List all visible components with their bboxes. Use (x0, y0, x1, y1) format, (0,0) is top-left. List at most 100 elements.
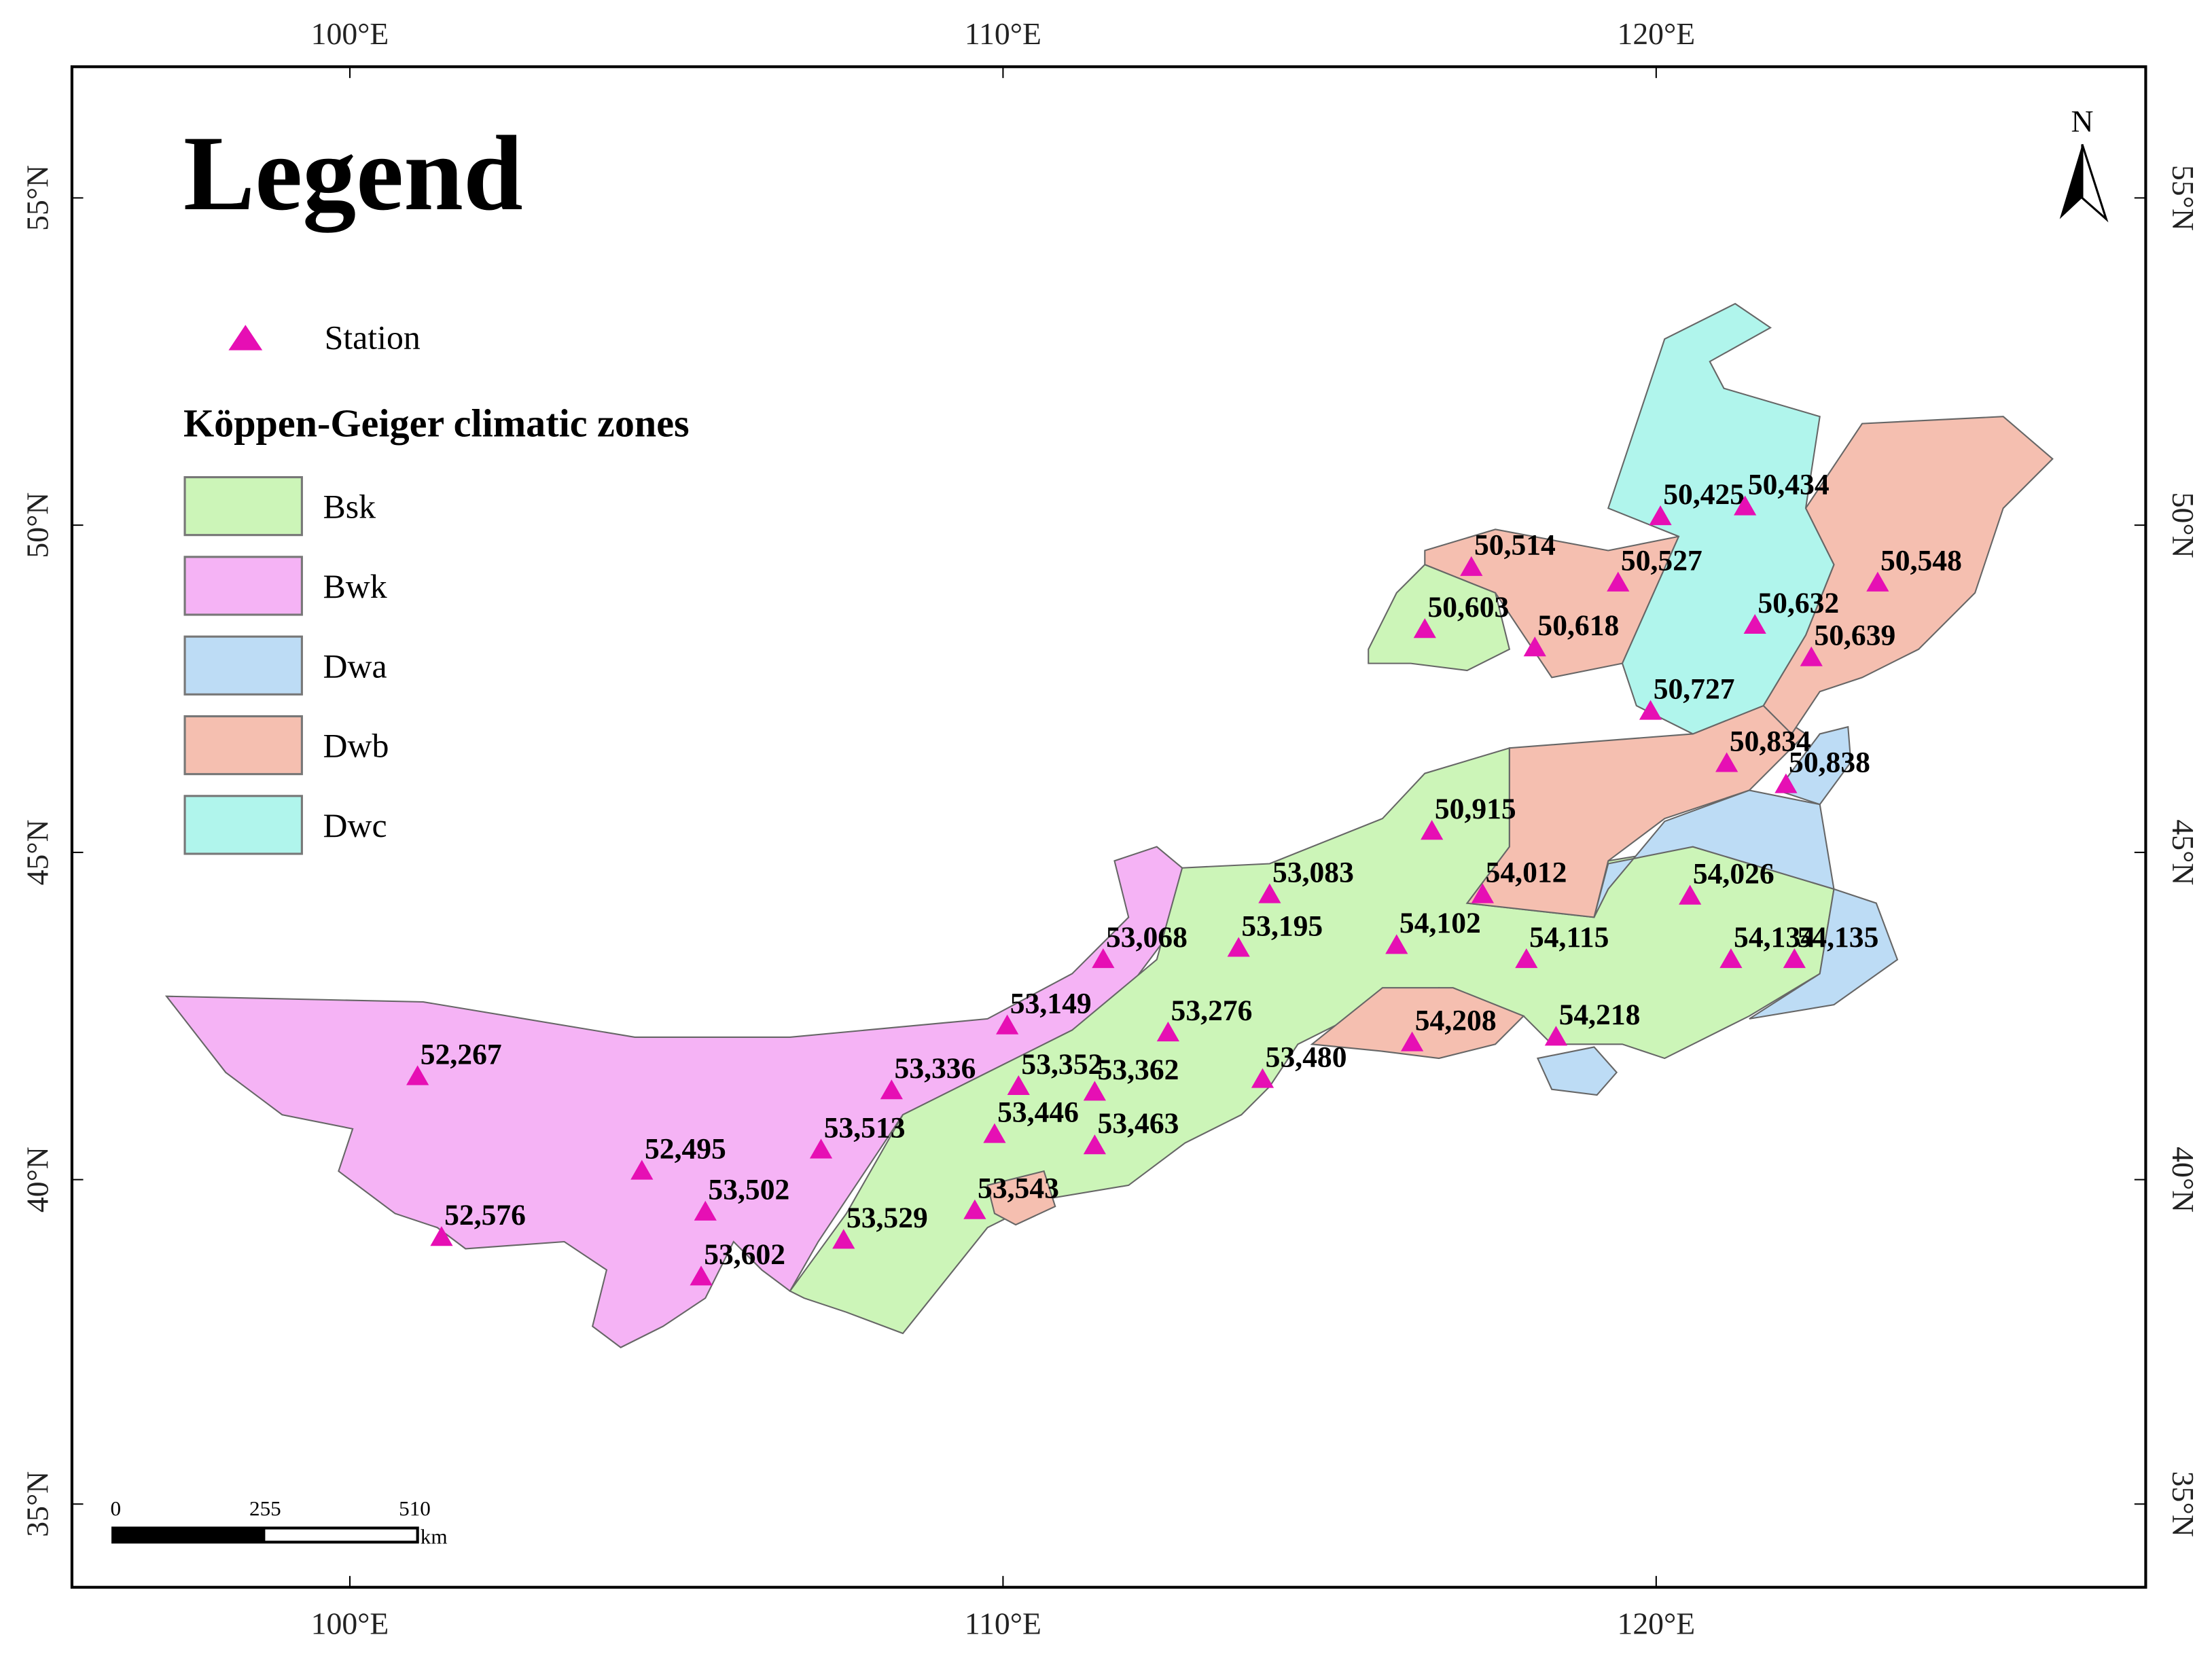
legend-label: Bsk (323, 488, 376, 526)
station-marker (1007, 1075, 1030, 1096)
station-label: 53,602 (704, 1238, 785, 1271)
zone-bwk (164, 846, 1183, 1348)
legend-swatch (183, 635, 303, 696)
lat-label-left: 40°N (20, 1147, 55, 1212)
station-label: 54,208 (1415, 1005, 1497, 1037)
scale-tick: 0 (110, 1496, 121, 1520)
station-marker (880, 1079, 903, 1100)
station-label: 53,336 (895, 1052, 976, 1085)
lat-label-left: 35°N (20, 1471, 55, 1537)
station-marker (406, 1065, 429, 1085)
north-arrow-left (2059, 144, 2082, 219)
legend-swatch (183, 715, 303, 776)
station-label: 53,513 (824, 1111, 906, 1144)
station-label: 50,527 (1621, 545, 1702, 577)
legend-title: Legend (183, 114, 523, 233)
station-marker (630, 1159, 654, 1180)
legend-label: Dwa (323, 647, 387, 685)
zone-dwc (1607, 302, 1835, 735)
station-marker (1421, 820, 1444, 840)
station-marker (1523, 636, 1546, 657)
zone-legend: Bsk Bwk Dwa Dwb Dwc (183, 475, 389, 855)
station-label: 53,195 (1241, 910, 1323, 942)
lat-label-left: 45°N (20, 819, 55, 885)
station-label: 53,083 (1272, 856, 1354, 888)
station-label: 50,915 (1435, 793, 1516, 825)
zone-dwa (1749, 888, 1899, 1020)
station-marker (1083, 1134, 1106, 1155)
legend-swatch (183, 556, 303, 616)
station-label: 50,632 (1758, 587, 1839, 619)
station-label: 53,480 (1266, 1041, 1347, 1074)
scale-bar: 0 255 510 km (110, 1496, 447, 1549)
graticule-labels: 100°E 100°E 110°E 110°E 120°E 120°E 55°N 55°N 50… (20, 16, 2200, 1640)
lat-label-left: 55°N (20, 165, 55, 231)
lon-label-top: 100°E (311, 16, 389, 51)
station-marker (1251, 1068, 1274, 1088)
station-marker (1460, 556, 1483, 576)
station-label: 53,529 (846, 1202, 928, 1234)
station-marker (1649, 505, 1672, 526)
station-marker (1544, 1026, 1568, 1046)
zones (164, 302, 2054, 1348)
station-label: 50,548 (1880, 545, 1962, 577)
stations: 52,267 52,495 52,576 53,502 53,602 53,513 53,5… (406, 468, 1962, 1286)
legend-label: Dwc (323, 807, 387, 844)
station-marker (1471, 883, 1495, 903)
legend-label: Dwb (323, 727, 389, 765)
station-marker (1866, 571, 1889, 592)
lat-label-left: 50°N (20, 492, 55, 558)
legend-label: Bwk (323, 568, 387, 605)
station-label: 52,495 (645, 1132, 726, 1165)
station-label: 53,446 (997, 1096, 1079, 1128)
map-frame (70, 65, 2147, 1589)
station-marker (1743, 613, 1766, 634)
station-label: 50,727 (1654, 673, 1735, 706)
station-marker (430, 1226, 453, 1246)
station-marker (983, 1123, 1006, 1143)
zone-dwb (986, 1170, 1056, 1226)
legend-swatch (183, 475, 303, 537)
zones-title: Köppen-Geiger climatic zones (183, 401, 690, 445)
station-marker (809, 1138, 833, 1159)
station-marker (1400, 1031, 1424, 1051)
station-label: 53,543 (978, 1172, 1059, 1205)
north-label: N (2071, 104, 2093, 139)
station-marker (1083, 1081, 1106, 1101)
station-label: 52,267 (421, 1038, 502, 1071)
station-label: 50,434 (1748, 468, 1830, 501)
station-marker (832, 1229, 855, 1249)
zone-dwa (1593, 789, 1835, 918)
station-marker (694, 1200, 717, 1221)
station-label: 53,149 (1010, 988, 1092, 1020)
lat-label-right: 45°N (2166, 819, 2200, 885)
station-marker (1227, 937, 1250, 957)
station-marker (1734, 495, 1757, 516)
station-marker (1679, 884, 1702, 905)
zone-dwa (1776, 725, 1852, 806)
station-marker (1715, 752, 1738, 772)
station-label: 50,514 (1474, 529, 1556, 562)
zone-dwb (1310, 987, 1525, 1060)
station-label: 54,218 (1559, 999, 1641, 1031)
station-marker (1258, 883, 1281, 903)
station-legend-symbol (228, 325, 263, 350)
station-label: 50,639 (1814, 619, 1895, 652)
station-label: 54,135 (1797, 921, 1878, 954)
station-label: 53,276 (1171, 994, 1253, 1027)
station-label: 54,026 (1693, 858, 1774, 891)
station-marker (963, 1199, 986, 1219)
station-marker (690, 1265, 713, 1286)
station-marker (1413, 618, 1436, 639)
scale-tick: 510 (399, 1496, 431, 1520)
north-arrow-right (2081, 143, 2109, 223)
lat-label-right: 50°N (2166, 492, 2200, 558)
station-label: 50,834 (1730, 725, 1811, 757)
legend-swatch (183, 795, 303, 855)
lat-label-right: 55°N (2166, 165, 2200, 231)
lat-label-right: 35°N (2166, 1471, 2200, 1537)
lon-label-top: 110°E (965, 16, 1041, 51)
